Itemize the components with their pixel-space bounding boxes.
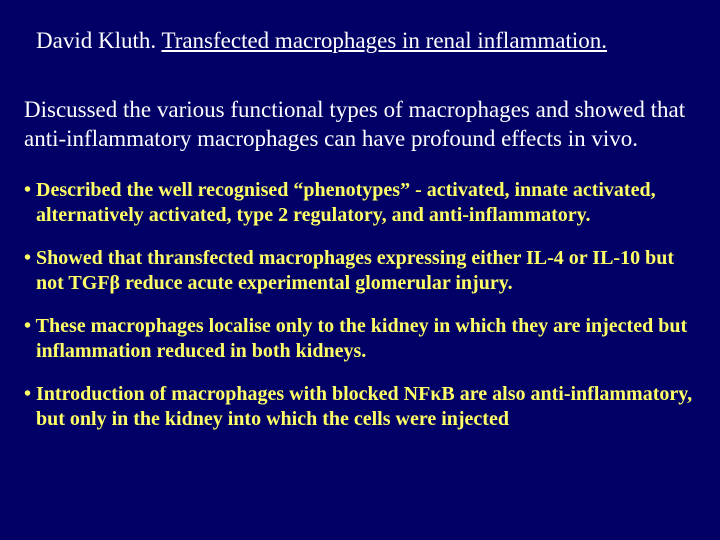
title-author: David Kluth. bbox=[36, 28, 156, 53]
bullet-item: Described the well recognised “phenotype… bbox=[24, 178, 696, 228]
bullet-list: Described the well recognised “phenotype… bbox=[24, 178, 696, 432]
intro-paragraph: Discussed the various functional types o… bbox=[24, 96, 696, 154]
title-topic: Transfected macrophages in renal inflamm… bbox=[161, 28, 607, 53]
bullet-item: Showed that thransfected macrophages exp… bbox=[24, 246, 696, 296]
bullet-item: These macrophages localise only to the k… bbox=[24, 314, 696, 364]
slide-title: David Kluth. Transfected macrophages in … bbox=[24, 28, 696, 54]
bullet-item: Introduction of macrophages with blocked… bbox=[24, 382, 696, 432]
